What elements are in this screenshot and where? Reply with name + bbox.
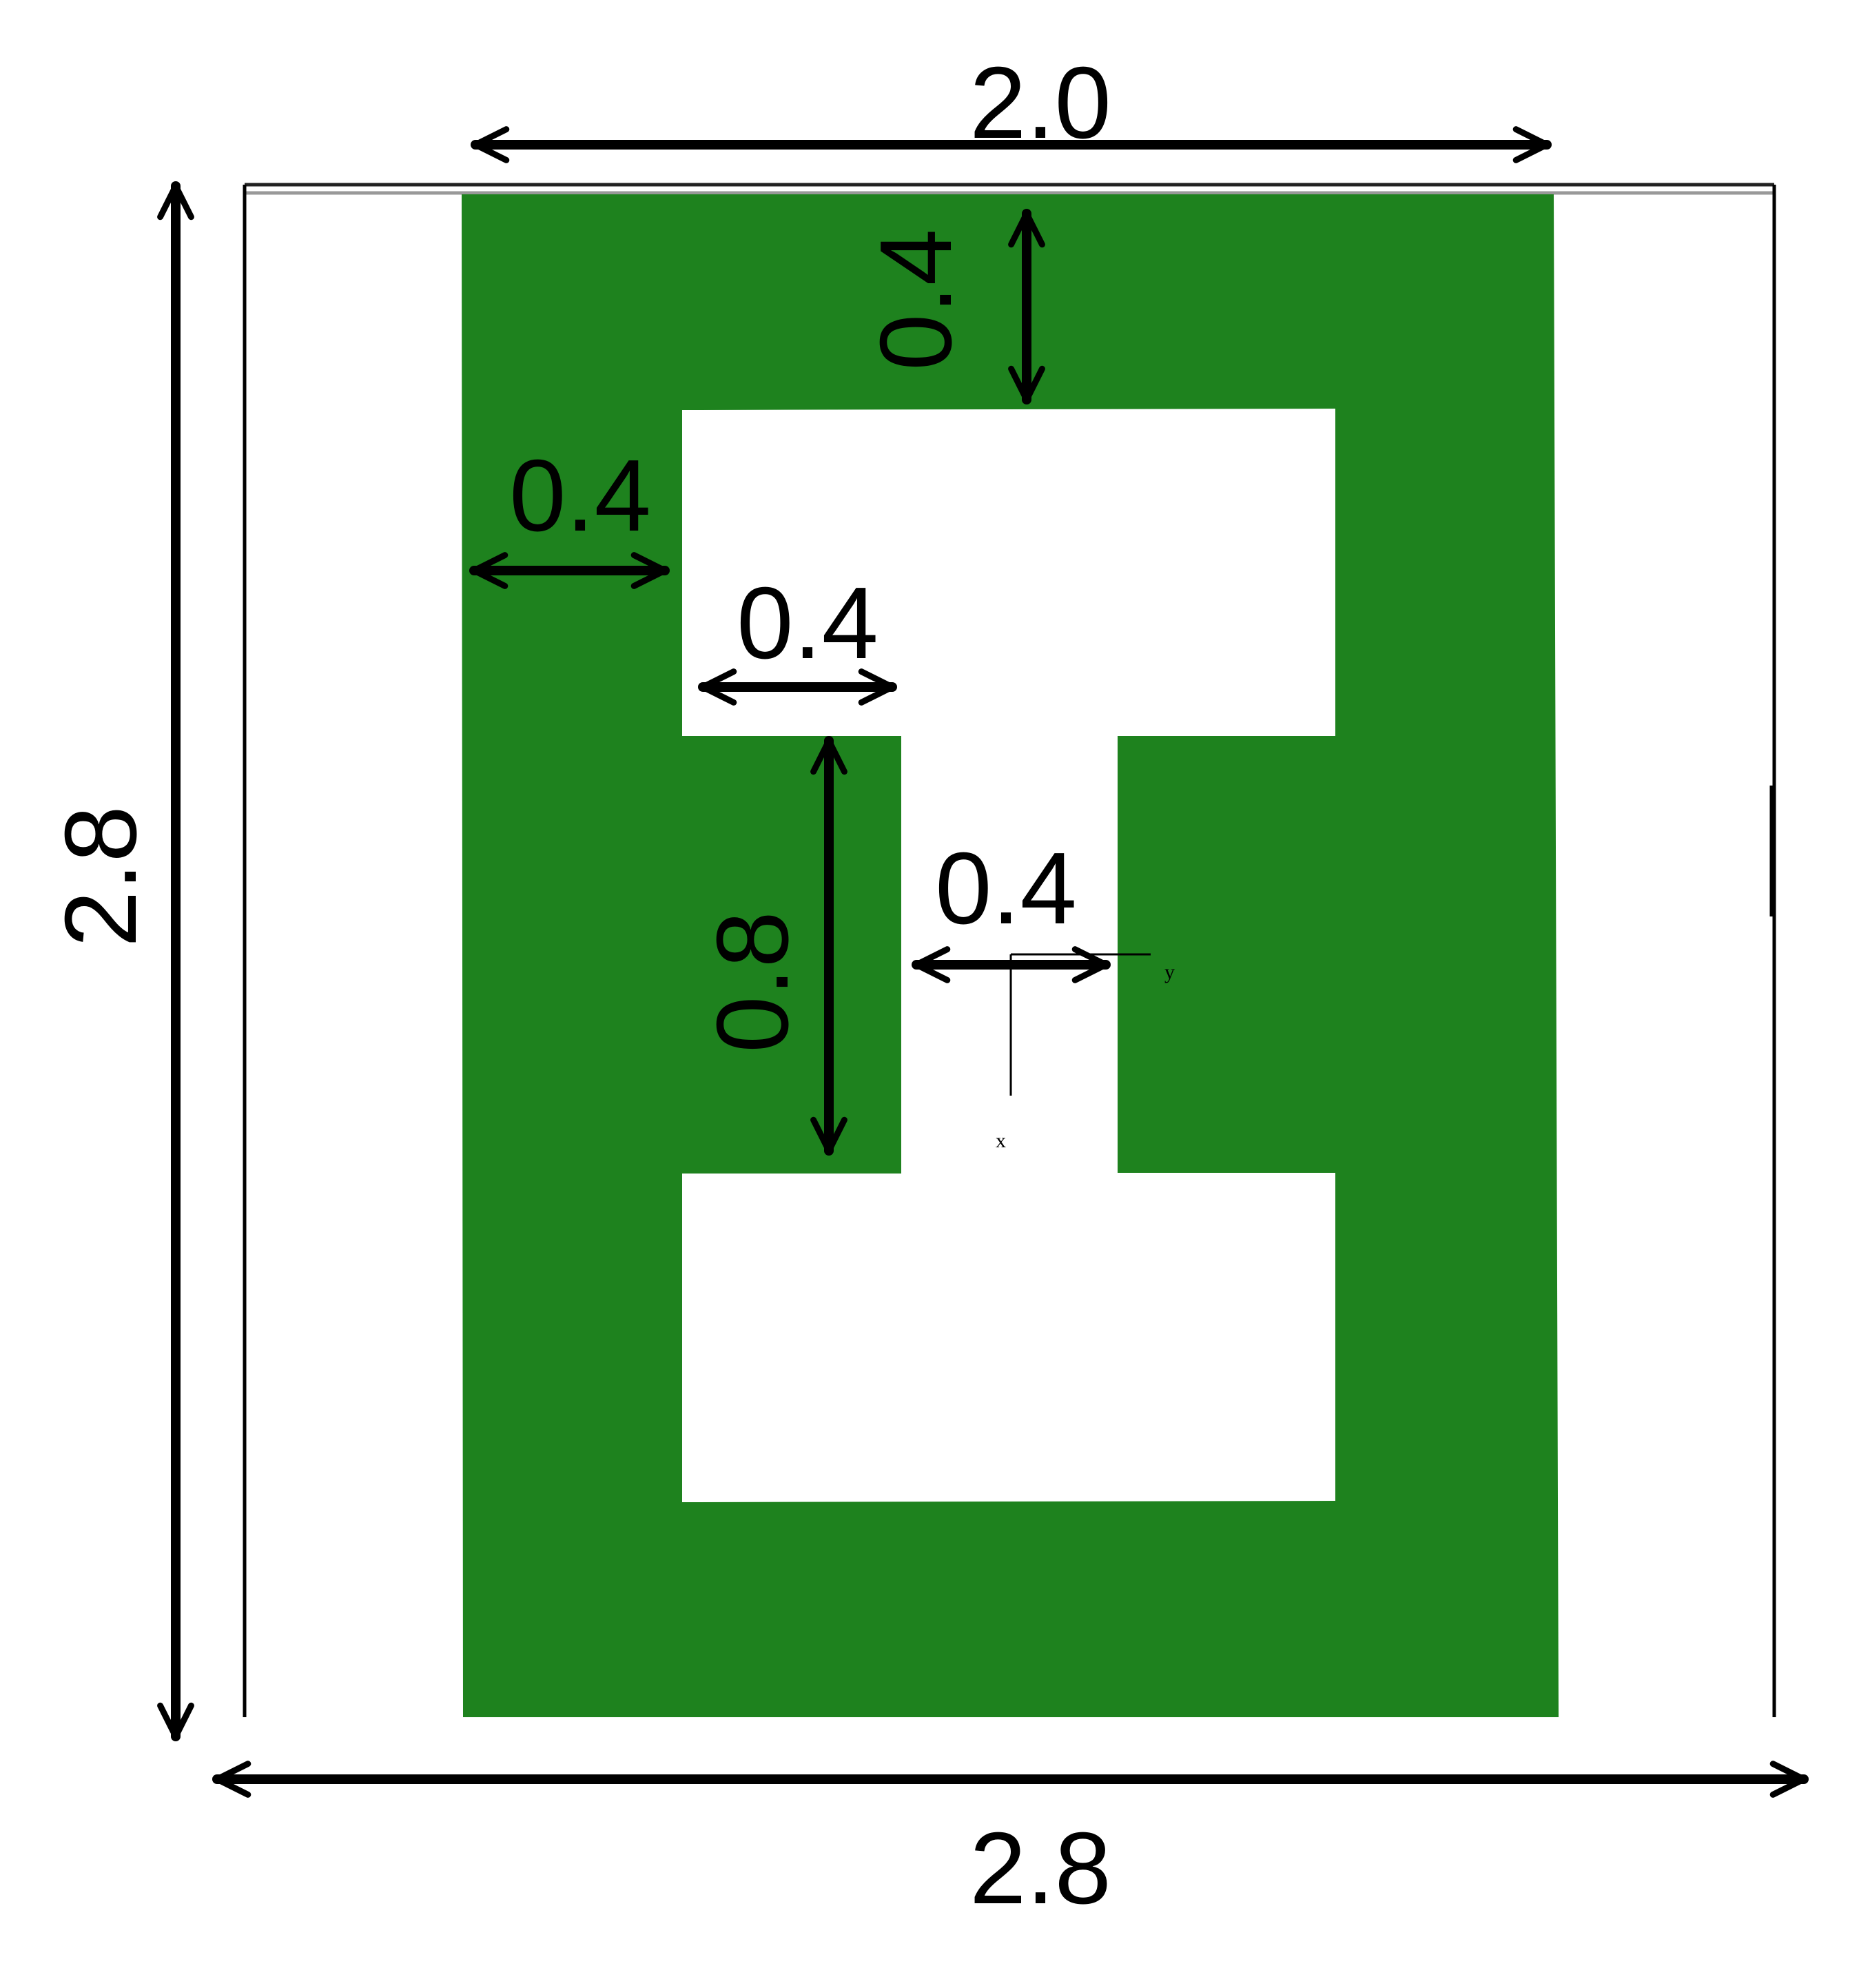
label-neck-width: 0.4 (935, 832, 1077, 945)
dimension-arrows (157, 126, 1809, 1798)
patch-conductor (462, 194, 1559, 1717)
label-bottom-width: 2.8 (969, 1812, 1111, 1925)
substrate-outline (243, 183, 1776, 1717)
label-left-height: 2.8 (44, 806, 158, 947)
label-inner-offset: 0.4 (737, 566, 879, 680)
dimension-labels: 2.0 0.4 0.4 0.4 0.8 0.4 2.8 2.8 (44, 46, 1111, 1925)
label-neck-height: 0.8 (696, 911, 810, 1053)
label-top-gap: 0.4 (859, 229, 973, 371)
coordinate-axes: y x (996, 953, 1175, 1152)
axis-label-y: y (1164, 961, 1175, 983)
label-top-width: 2.0 (969, 46, 1111, 160)
label-left-gap: 0.4 (509, 439, 651, 553)
axis-label-x: x (996, 1129, 1006, 1152)
